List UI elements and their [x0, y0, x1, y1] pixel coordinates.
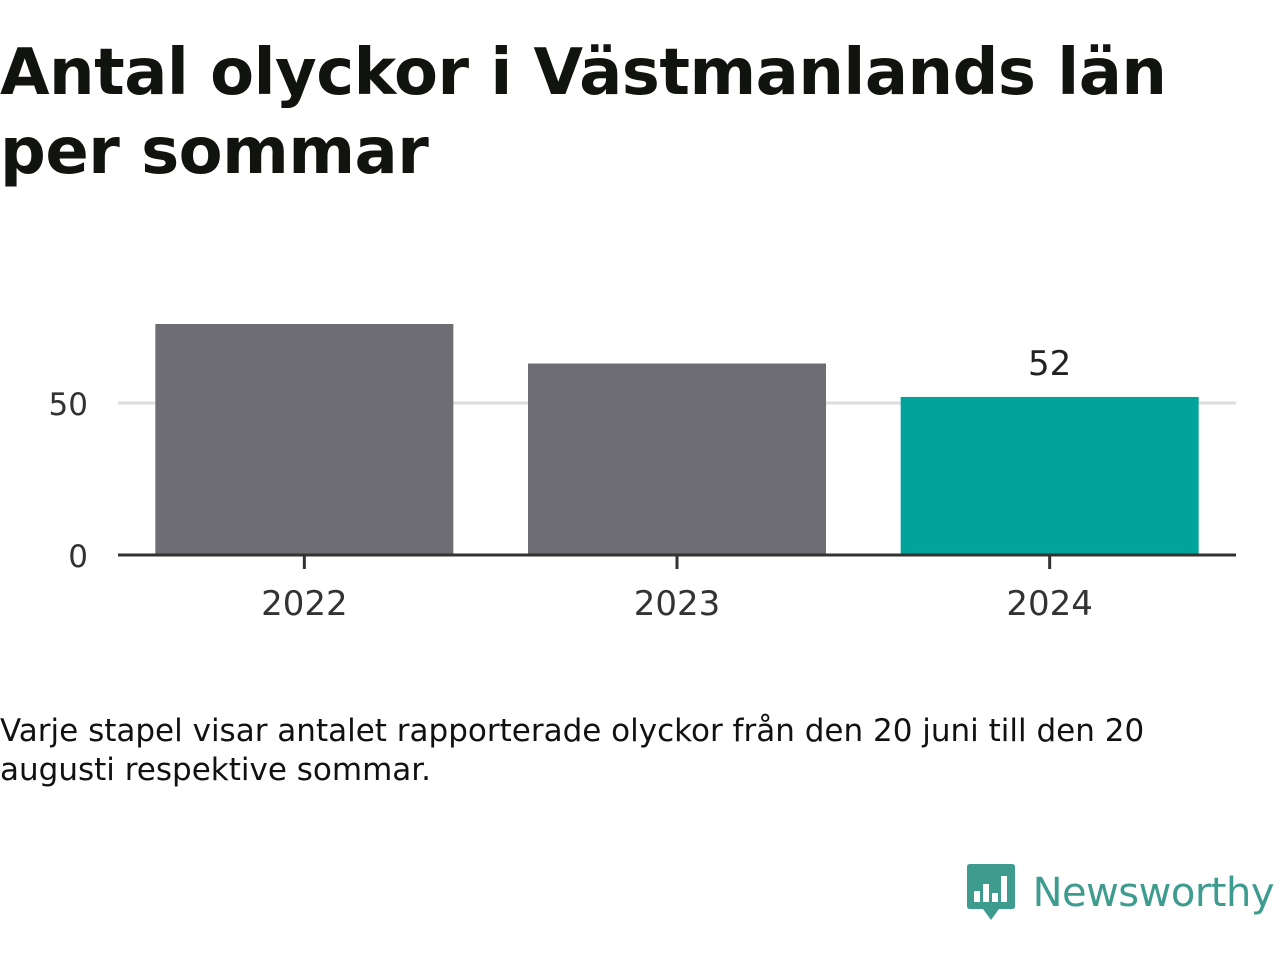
- x-tick-label-2024: 2024: [1006, 584, 1093, 624]
- brand-name: Newsworthy: [1032, 870, 1275, 916]
- bar-2024: [900, 396, 1199, 555]
- bar-2022: [155, 324, 454, 555]
- newsworthy-brand: Newsworthy: [965, 860, 1275, 926]
- x-tick-label-2022: 2022: [261, 584, 348, 624]
- bar-chart: 0 50 52 2022 2023 2024: [0, 280, 1280, 640]
- y-tick-label-50: 50: [49, 387, 88, 423]
- bar-2023: [528, 363, 826, 555]
- chart-caption: Varje stapel visar antalet rapporterade …: [0, 713, 1145, 788]
- data-label-2024: 52: [1028, 344, 1071, 384]
- bar-chart-speech-bubble-icon: [966, 864, 1015, 920]
- y-tick-label-0: 0: [68, 539, 88, 575]
- x-tick-label-2023: 2023: [634, 584, 721, 624]
- chart-title: Antal olyckor i Västmanlands län per som…: [0, 36, 1167, 189]
- bar-chart-svg: 0 50 52 2022 2023 2024: [49, 324, 1236, 624]
